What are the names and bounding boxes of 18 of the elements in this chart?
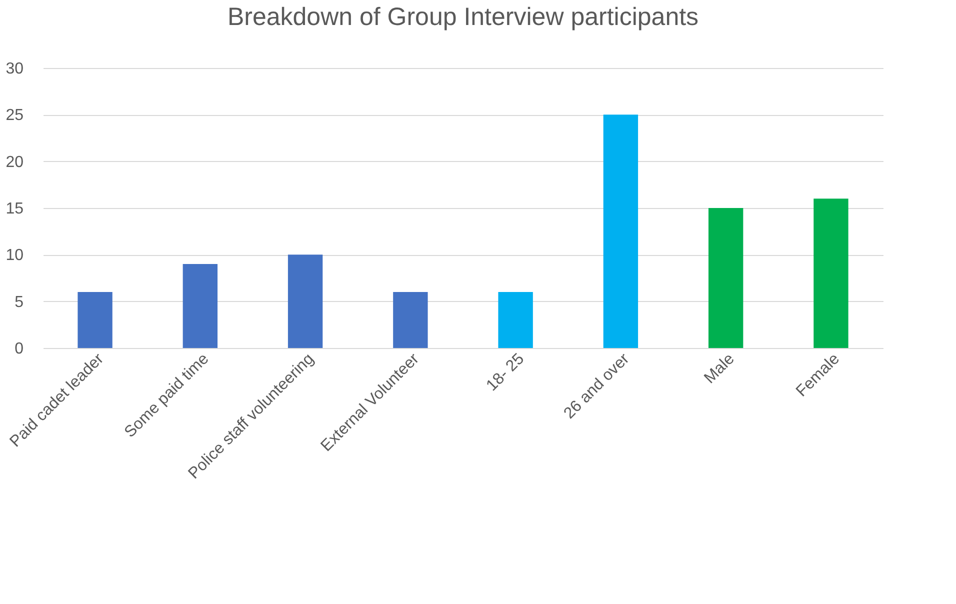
x-tick-label: 26 and over — [560, 350, 634, 422]
y-tick-label: 20 — [6, 154, 24, 171]
bar — [393, 292, 428, 348]
y-tick-label: 30 — [6, 60, 24, 78]
chart-title: Breakdown of Group Interview participants — [227, 3, 699, 31]
bar — [288, 254, 323, 348]
y-tick-label: 5 — [14, 294, 24, 311]
bar — [78, 292, 112, 348]
bar — [182, 264, 218, 348]
x-tick-label: 18- 25 — [483, 350, 528, 395]
y-tick-label: 10 — [6, 247, 24, 264]
y-tick-label: 25 — [6, 107, 24, 124]
y-tick-label: 15 — [6, 200, 24, 218]
bar — [814, 198, 848, 348]
bar — [708, 208, 744, 348]
y-tick-label: 0 — [14, 340, 24, 358]
bar — [603, 114, 638, 348]
bar — [498, 292, 533, 348]
